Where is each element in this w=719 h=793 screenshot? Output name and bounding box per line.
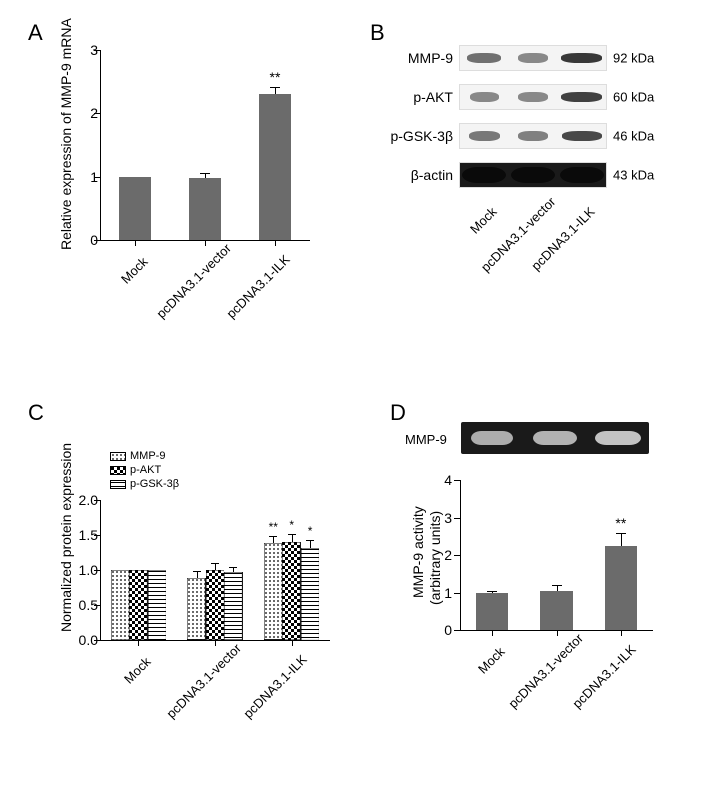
zymogram-band bbox=[533, 431, 576, 445]
panel-d-ylabel2: (arbitrary units) bbox=[427, 511, 443, 605]
panel-a-bar bbox=[119, 177, 151, 240]
panel-d-xtick: pcDNA3.1-ILK bbox=[569, 644, 636, 711]
panel-d-ytick: 0 bbox=[444, 622, 452, 638]
blot-size-label: 46 kDa bbox=[613, 129, 654, 144]
panel-d-sig: ** bbox=[615, 515, 626, 531]
panel-d-ytick: 3 bbox=[444, 510, 452, 526]
panel-label-c: C bbox=[28, 400, 44, 426]
blot-size-label: 60 kDa bbox=[613, 90, 654, 105]
panel-d-bar bbox=[476, 593, 508, 631]
zymogram-band bbox=[595, 431, 641, 445]
panel-d-bar bbox=[605, 546, 637, 630]
blot-band bbox=[467, 53, 501, 63]
panel-c-bar bbox=[111, 570, 129, 640]
panel-c-sig: * bbox=[289, 518, 294, 532]
panel-a-ylabel: Relative expression of MMP-9 mRNA bbox=[58, 18, 74, 250]
panel-c-bar bbox=[224, 572, 242, 640]
panel-a-bar bbox=[259, 94, 291, 240]
blot-row-label: p-AKT bbox=[375, 89, 453, 105]
panel-c-ytick: 0.5 bbox=[79, 597, 98, 613]
zymogram-band bbox=[471, 431, 513, 445]
panel-b-blot: MMP-9 92 kDa p-AKT 60 kDa p-GSK-3β 46 kDa β-ac… bbox=[375, 40, 685, 360]
blot-band bbox=[470, 92, 499, 102]
legend-item: p-AKT bbox=[110, 464, 179, 476]
blot-band bbox=[518, 53, 547, 63]
blot-band bbox=[562, 131, 602, 141]
panel-a-chart: Relative expression of MMP-9 mRNA 0123Mo… bbox=[50, 40, 330, 360]
panel-c-ytick: 2.0 bbox=[79, 492, 98, 508]
panel-a-xtick: pcDNA3.1-vector bbox=[153, 254, 220, 321]
blot-band bbox=[560, 167, 604, 183]
blot-row-label: p-GSK-3β bbox=[375, 128, 453, 144]
blot-band bbox=[462, 167, 506, 183]
panel-c-bar bbox=[129, 570, 147, 640]
blot-band-container bbox=[459, 162, 607, 188]
blot-band bbox=[561, 92, 602, 102]
panel-b-rows: MMP-9 92 kDa p-AKT 60 kDa p-GSK-3β 46 kDa β-ac… bbox=[375, 40, 685, 193]
panel-label-a: A bbox=[28, 20, 43, 46]
panel-c-chart: Normalized protein expression MMP-9 p-AKT… bbox=[50, 420, 340, 760]
panel-c-xtick: pcDNA3.1-vector bbox=[163, 654, 230, 721]
legend-item: p-GSK-3β bbox=[110, 478, 179, 490]
panel-c-bar bbox=[264, 543, 282, 640]
panel-d-bar bbox=[540, 591, 572, 630]
figure: A B C D Relative expression of MMP-9 mRN… bbox=[20, 20, 699, 773]
panel-d-ylabel1: MMP-9 activity bbox=[410, 506, 426, 598]
panel-c-bar bbox=[148, 570, 166, 640]
panel-c-ytick: 1.0 bbox=[79, 562, 98, 578]
panel-c-ytick: 1.5 bbox=[79, 527, 98, 543]
panel-a-xtick: pcDNA3.1-ILK bbox=[223, 254, 290, 321]
panel-c-xtick: Mock bbox=[87, 654, 154, 721]
panel-c-legend: MMP-9 p-AKT p-GSK-3β bbox=[110, 450, 179, 492]
panel-c-sig: ** bbox=[269, 520, 278, 534]
legend-item: MMP-9 bbox=[110, 450, 179, 462]
legend-text: MMP-9 bbox=[130, 450, 165, 462]
blot-band bbox=[518, 92, 547, 102]
panel-a-bar bbox=[189, 178, 221, 240]
blot-band-container bbox=[459, 45, 607, 71]
panel-d-ytick: 4 bbox=[444, 472, 452, 488]
panel-c-ytick: 0.0 bbox=[79, 632, 98, 648]
panel-c-bar bbox=[301, 548, 319, 640]
panel-label-d: D bbox=[390, 400, 406, 426]
panel-c-bar bbox=[206, 570, 224, 640]
blot-band-container bbox=[459, 123, 607, 149]
panel-b-xlabels: MockpcDNA3.1-vectorpcDNA3.1-ILK bbox=[459, 196, 607, 316]
blot-band bbox=[469, 131, 501, 141]
panel-d-ytick: 1 bbox=[444, 585, 452, 601]
panel-a-xtick: Mock bbox=[83, 254, 150, 321]
panel-c-ylabel: Normalized protein expression bbox=[58, 443, 74, 632]
panel-d-chart: MMP-9 MMP-9 activity(arbitrary units) 0 1 2… bbox=[405, 420, 695, 760]
blot-band bbox=[518, 131, 547, 141]
legend-text: p-GSK-3β bbox=[130, 478, 179, 490]
panel-c-xtick: pcDNA3.1-ILK bbox=[240, 654, 307, 721]
panel-c-bar bbox=[187, 578, 205, 640]
panel-d-xtick: Mock bbox=[441, 644, 508, 711]
panel-c-sig: * bbox=[308, 524, 313, 538]
legend-text: p-AKT bbox=[130, 464, 161, 476]
panel-d-xtick: pcDNA3.1-vector bbox=[505, 644, 572, 711]
panel-d-ytick: 2 bbox=[444, 547, 452, 563]
panel-c-bar bbox=[282, 542, 300, 640]
panel-a-sig: ** bbox=[270, 69, 281, 85]
panel-a-ytick: 1 bbox=[90, 169, 98, 185]
panel-a-ytick: 3 bbox=[90, 42, 98, 58]
panel-a-ytick: 2 bbox=[90, 105, 98, 121]
blot-band-container bbox=[459, 84, 607, 110]
blot-band bbox=[561, 53, 602, 63]
blot-band bbox=[511, 167, 555, 183]
panel-d-zymogram bbox=[461, 422, 649, 454]
panel-d-zymogram-label: MMP-9 bbox=[405, 432, 447, 447]
blot-size-label: 43 kDa bbox=[613, 168, 654, 183]
panel-a-ytick: 0 bbox=[90, 232, 98, 248]
blot-size-label: 92 kDa bbox=[613, 51, 654, 66]
blot-row-label: MMP-9 bbox=[375, 50, 453, 66]
blot-row-label: β-actin bbox=[375, 167, 453, 183]
